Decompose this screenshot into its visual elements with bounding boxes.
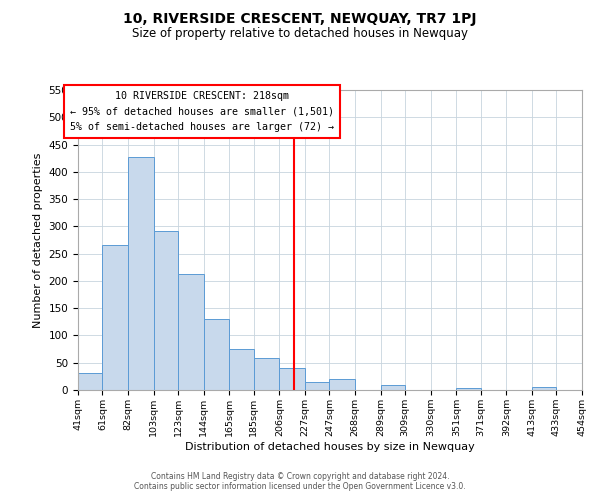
X-axis label: Distribution of detached houses by size in Newquay: Distribution of detached houses by size … [185, 442, 475, 452]
Y-axis label: Number of detached properties: Number of detached properties [33, 152, 43, 328]
Text: Contains HM Land Registry data © Crown copyright and database right 2024.: Contains HM Land Registry data © Crown c… [151, 472, 449, 481]
Bar [103, 246, 128, 390]
Bar [229, 348, 254, 390]
Bar [380, 384, 405, 390]
Text: Size of property relative to detached houses in Newquay: Size of property relative to detached ho… [132, 28, 468, 40]
Bar [254, 358, 280, 390]
Text: 10, RIVERSIDE CRESCENT, NEWQUAY, TR7 1PJ: 10, RIVERSIDE CRESCENT, NEWQUAY, TR7 1PJ [123, 12, 477, 26]
Bar [532, 388, 556, 390]
Bar [305, 382, 329, 390]
Text: Contains public sector information licensed under the Open Government Licence v3: Contains public sector information licen… [134, 482, 466, 491]
Bar [128, 156, 154, 390]
Text: 10 RIVERSIDE CRESCENT: 218sqm
← 95% of detached houses are smaller (1,501)
5% of: 10 RIVERSIDE CRESCENT: 218sqm ← 95% of d… [70, 91, 334, 132]
Bar [78, 372, 103, 390]
Bar [154, 232, 178, 390]
Bar [203, 319, 229, 390]
Bar [329, 379, 355, 390]
Bar [457, 388, 481, 390]
Bar [178, 274, 203, 390]
Bar [280, 368, 305, 390]
